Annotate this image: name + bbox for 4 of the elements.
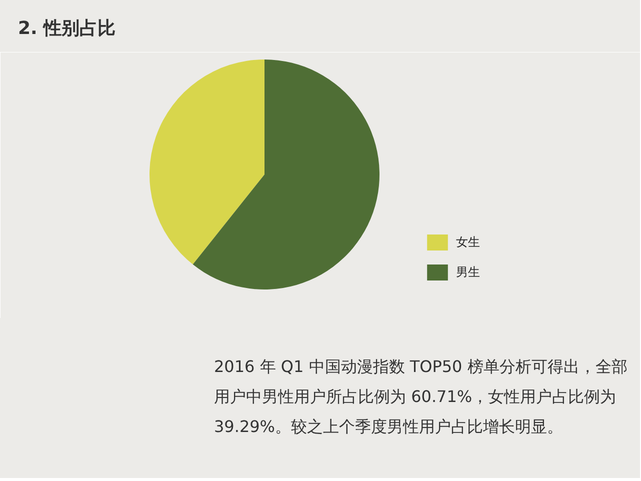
legend-label: 男生 (456, 264, 480, 280)
legend-label: 女生 (456, 234, 480, 250)
chart-title: 2. 性别占比 (18, 17, 116, 41)
text: 2016 年 Q1 中国动漫指数 TOP50 榜单分析可得出，全部用户中男性用户所占比例为 60.71%，女性用户占比例为 39.29%。较之上个季度男性用户占比增长明显。 (214, 356, 628, 438)
